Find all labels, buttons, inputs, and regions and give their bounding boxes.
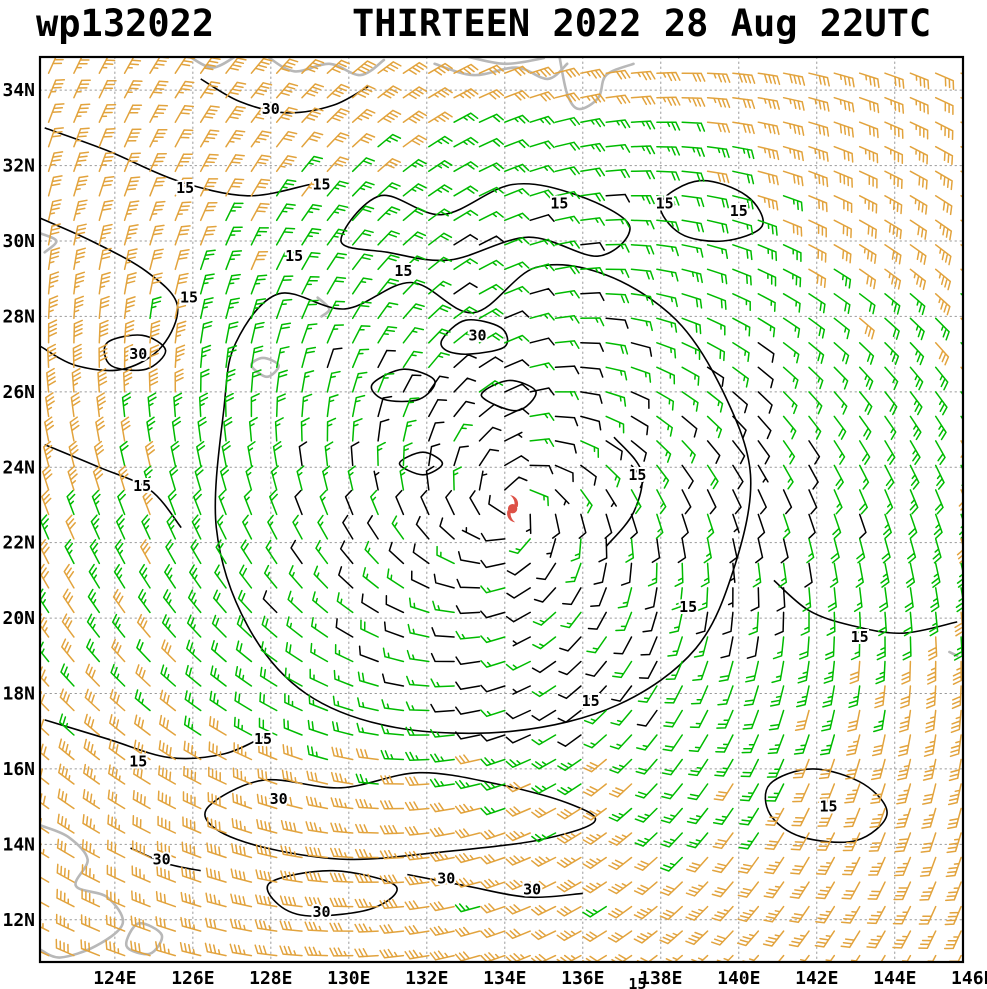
axis-label-layer: 124E 126E 128E 130E 132E 134E 136E 138E 140E 142E… [2, 80, 987, 989]
isotach-label: 15 [679, 598, 697, 616]
isotach-contour-30 [266, 869, 398, 917]
coastline [250, 356, 280, 379]
isotach-label-layer: 15 15 15 15 15 15 15 15 15 15 15 15 15 15 15 15 15 30 30 30… [127, 98, 870, 989]
isotach-contour-30 [440, 318, 509, 356]
coastline [40, 232, 58, 254]
isotach-contour-15 [214, 263, 752, 735]
lat-axis-label: 28N [2, 306, 35, 327]
isotach-contour-15 [605, 436, 644, 548]
lon-axis-label: 126E [171, 968, 214, 989]
lon-axis-label: 138E [639, 968, 682, 989]
isotach-label: 15 [176, 179, 194, 197]
isotach-contour-15 [44, 719, 268, 760]
isotach-contour-30 [204, 771, 597, 861]
lon-axis-label: 142E [795, 968, 838, 989]
isotach-contour-15 [764, 768, 888, 844]
isotach-label: 30 [153, 850, 171, 868]
isotach-label: 15 [133, 477, 151, 495]
lat-axis-label: 30N [2, 231, 35, 252]
wind-barbs-under-15kt [262, 193, 867, 747]
lat-axis-label: 24N [2, 457, 35, 478]
isotach-label: 15 [285, 247, 303, 265]
isotach-label: 30 [270, 790, 288, 808]
lat-axis-label: 26N [2, 382, 35, 403]
lat-axis-label: 14N [2, 834, 35, 855]
isotach-label: 15 [312, 176, 330, 194]
coastline-layer [40, 57, 959, 959]
isotach-label: 15 [628, 466, 646, 484]
lon-axis-label: 134E [483, 968, 526, 989]
tropical-cyclone-icon [507, 495, 519, 523]
plot-frame [38, 55, 965, 964]
isotach-label: 30 [437, 869, 455, 887]
isotach-label: 15 [851, 628, 869, 646]
isotach-label: 15 [550, 194, 568, 212]
isotach-contour-30 [200, 78, 369, 114]
coastline [265, 57, 386, 77]
isotach-label: 15 [628, 975, 646, 989]
isotach-contour-30 [103, 334, 167, 372]
lat-axis-label: 32N [2, 156, 35, 177]
isotach-contour-15 [44, 127, 310, 197]
lon-axis-label: 140E [717, 968, 760, 989]
isotach-label: 15 [730, 202, 748, 220]
coastline [464, 57, 546, 66]
lon-axis-label: 130E [327, 968, 370, 989]
isotach-label: 15 [129, 752, 147, 770]
lat-axis-label: 16N [2, 759, 35, 780]
isotach-contour-30 [407, 873, 583, 899]
lat-axis-label: 34N [2, 80, 35, 101]
lon-axis-label: 128E [249, 968, 292, 989]
lat-axis-label: 12N [2, 910, 35, 931]
contour-layer [40, 78, 958, 917]
lon-axis-label: 136E [561, 968, 604, 989]
coastline [124, 921, 164, 956]
isotach-contour-15 [40, 217, 179, 372]
isotach-contour-15 [773, 579, 958, 635]
isotach-label: 15 [180, 289, 198, 307]
titlebar: wp132022 THIRTEEN 2022 28 Aug 22UTC [0, 0, 987, 52]
isotach-label: 30 [262, 100, 280, 118]
isotach-contour-15 [370, 368, 436, 403]
lon-axis-label: 132E [405, 968, 448, 989]
lat-axis-label: 20N [2, 608, 35, 629]
isotach-label: 15 [254, 730, 272, 748]
coastline [187, 57, 237, 69]
storm-id-title: wp132022 [36, 2, 215, 45]
coastline [558, 57, 635, 111]
lon-axis-label: 146E [951, 968, 987, 989]
map-title: THIRTEEN 2022 28 Aug 22UTC [352, 2, 932, 45]
isotach-label: 15 [394, 262, 412, 280]
isotach-label: 15 [656, 194, 674, 212]
isotach-label: 15 [582, 692, 600, 710]
coastline [433, 62, 569, 81]
lat-axis-label: 22N [2, 533, 35, 554]
coastline [316, 296, 331, 318]
lat-axis-label: 18N [2, 684, 35, 705]
isotach-label: 30 [312, 903, 330, 921]
isotach-label: 30 [129, 345, 147, 363]
isotach-label: 15 [819, 798, 837, 816]
isotach-label: 30 [468, 326, 486, 344]
wind-barbs-15-25kt [40, 112, 963, 918]
isotach-contour-15 [44, 443, 182, 529]
isotach-label: 30 [523, 881, 541, 899]
lon-axis-label: 144E [873, 968, 916, 989]
lon-axis-label: 124E [93, 968, 136, 989]
isotach-contour-15 [398, 451, 444, 476]
wind-barb-layer [40, 57, 963, 962]
wind-barbs-30kt-plus [40, 57, 963, 962]
